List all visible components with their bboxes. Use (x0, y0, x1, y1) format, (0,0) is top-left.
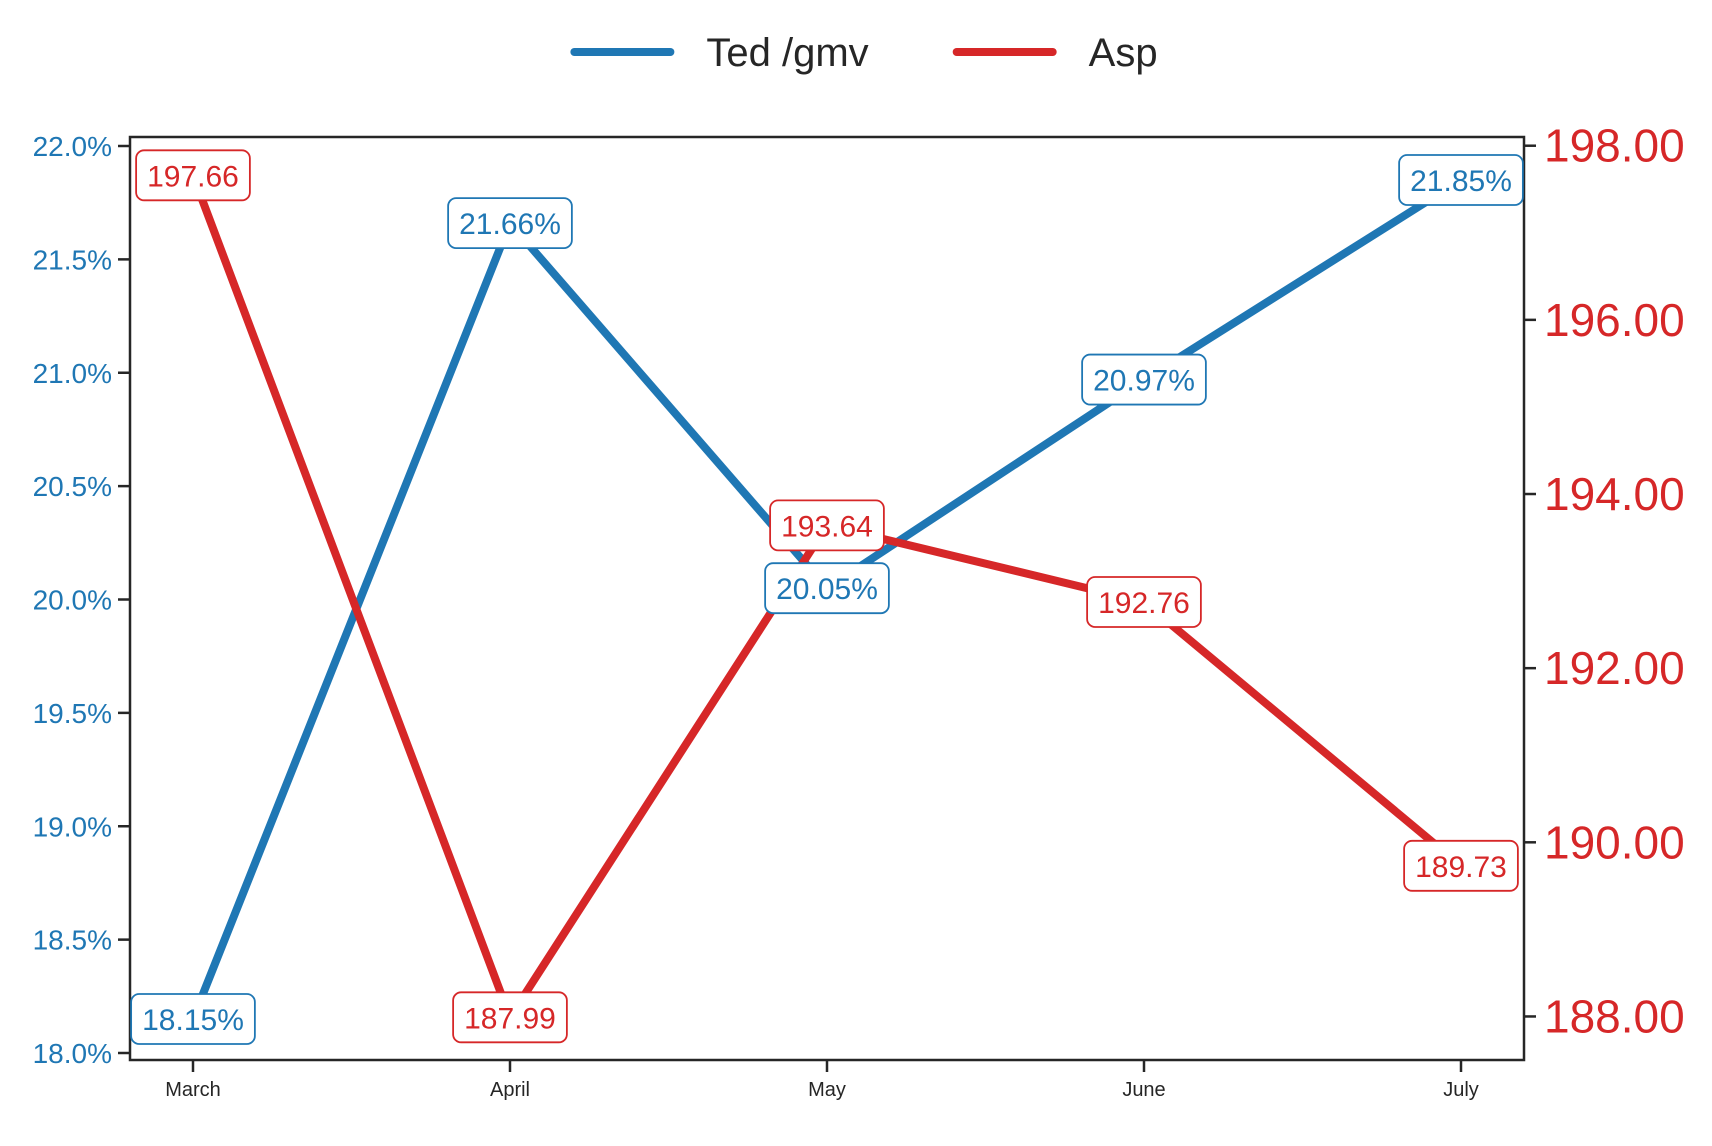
left-axis-tick-label: 20.5% (33, 471, 112, 502)
right-axis-tick-label: 194.00 (1544, 468, 1685, 520)
left-axis-tick-label: 19.0% (33, 811, 112, 842)
data-label-frame (1081, 353, 1207, 406)
legend-entry-1: Ted /gmv (570, 31, 869, 75)
right-axis-tick-label: 198.00 (1544, 120, 1685, 172)
data-label: 197.66 (147, 160, 239, 193)
legend-label: Asp (1089, 31, 1158, 75)
legend: Ted /gmv Asp (570, 31, 1158, 75)
x-axis-tick-label: June (1122, 1079, 1165, 1101)
data-label-box: 21.85% (1398, 154, 1524, 206)
data-label-frame (452, 991, 568, 1044)
data-label-box: 20.97% (1081, 353, 1207, 406)
data-label: 192.76 (1098, 587, 1190, 620)
data-label-frame (1086, 576, 1202, 628)
data-label: 21.66% (459, 208, 561, 241)
data-label-frame (764, 562, 890, 615)
data-label-frame (447, 197, 573, 249)
left-axis-tick-label: 19.5% (33, 698, 112, 729)
legend-entry-2: Asp (952, 31, 1158, 75)
data-labels: 18.15% 21.66% 20.05% 20.97% 21.85% 197.66 187.… (130, 149, 1524, 1045)
data-label: 21.85% (1410, 165, 1512, 198)
right-axis-tick-label: 196.00 (1544, 294, 1685, 346)
data-label-box: 187.99 (452, 991, 568, 1044)
data-label: 20.05% (776, 573, 878, 606)
axes: 18.0% 18.5% 19.0% 19.5% 20.0% 20.5% 21.0% 21.5%… (33, 120, 1685, 1101)
data-label-frame (1398, 154, 1524, 206)
data-label-frame (130, 993, 256, 1045)
data-label-box: 21.66% (447, 197, 573, 249)
data-label-box: 193.64 (769, 499, 885, 552)
data-label-frame (1403, 839, 1519, 892)
data-label: 193.64 (781, 510, 873, 543)
data-label-box: 192.76 (1086, 576, 1202, 628)
left-axis-tick-label: 22.0% (33, 131, 112, 162)
left-axis-tick-label: 18.5% (33, 925, 112, 956)
x-axis-tick-label: March (165, 1079, 221, 1101)
right-axis-tick-label: 188.00 (1544, 990, 1685, 1042)
left-axis-tick-label: 21.5% (33, 244, 112, 275)
data-label: 187.99 (464, 1002, 556, 1035)
x-axis-tick-label: July (1443, 1079, 1479, 1101)
data-label: 189.73 (1415, 851, 1507, 884)
data-label-frame (135, 149, 251, 202)
left-axis-tick-label: 21.0% (33, 358, 112, 389)
data-label-box: 189.73 (1403, 839, 1519, 892)
left-axis-tick-label: 20.0% (33, 585, 112, 616)
left-axis-tick-label: 18.0% (33, 1038, 112, 1069)
data-label: 20.97% (1093, 365, 1195, 398)
x-axis-tick-label: April (490, 1079, 530, 1101)
data-label: 18.15% (142, 1004, 244, 1037)
right-axis-tick-label: 192.00 (1544, 642, 1685, 694)
data-label-box: 197.66 (135, 149, 251, 202)
right-axis-tick-label: 190.00 (1544, 816, 1685, 868)
data-label-box: 20.05% (764, 562, 890, 615)
data-label-frame (769, 499, 885, 552)
x-axis-tick-label: May (808, 1079, 846, 1101)
data-label-box: 18.15% (130, 993, 256, 1045)
legend-label: Ted /gmv (706, 31, 868, 75)
